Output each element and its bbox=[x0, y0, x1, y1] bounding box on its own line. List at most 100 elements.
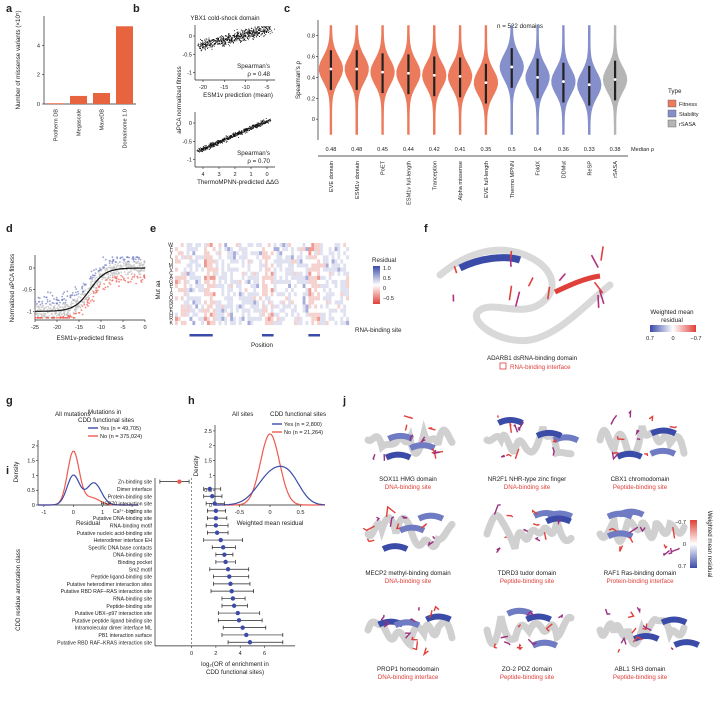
side-chain bbox=[380, 614, 385, 621]
scatter-point bbox=[92, 295, 95, 298]
legend-label: No (n = 21,264) bbox=[284, 430, 323, 436]
heatmap-cell bbox=[177, 271, 181, 276]
side-chain bbox=[453, 265, 458, 274]
scatter-point bbox=[134, 268, 136, 271]
scatter-point bbox=[60, 310, 63, 313]
heatmap-cell bbox=[279, 275, 283, 280]
heatmap-cell bbox=[293, 243, 297, 248]
heatmap-cell bbox=[331, 279, 335, 285]
heatmap-cell bbox=[279, 279, 283, 285]
stat-value: ρ = 0.48 bbox=[247, 71, 270, 78]
scatter-point bbox=[108, 260, 111, 262]
y-tick-label: 0.8 bbox=[307, 34, 315, 40]
heatmap-cell bbox=[206, 275, 210, 280]
heatmap-cell bbox=[212, 288, 216, 293]
heatmap-cell bbox=[186, 320, 190, 326]
heatmap-cell bbox=[267, 267, 271, 272]
side-chain bbox=[532, 523, 540, 526]
heatmap-cell bbox=[314, 312, 318, 317]
side-chain bbox=[668, 547, 673, 555]
scatter-points bbox=[196, 117, 272, 153]
side-chain bbox=[420, 523, 428, 529]
heatmap-cell bbox=[337, 259, 341, 264]
scatter-point bbox=[51, 312, 53, 315]
side-chain bbox=[514, 291, 521, 307]
heatmap-cell bbox=[264, 320, 268, 326]
row-label: P bbox=[170, 283, 174, 289]
heatmap-cell bbox=[328, 300, 332, 305]
heatmap-cell bbox=[340, 284, 344, 289]
heatmap-cell bbox=[299, 304, 303, 309]
heatmap-cell bbox=[218, 275, 222, 280]
legend-title: Mutations in bbox=[88, 409, 122, 416]
heatmap-cell bbox=[337, 296, 341, 301]
heatmap-cell bbox=[256, 247, 260, 252]
x-tick-label: -5 bbox=[265, 85, 270, 91]
heatmap-cell bbox=[238, 259, 242, 264]
heatmap-cell bbox=[270, 288, 274, 293]
heatmap-cell bbox=[317, 320, 321, 326]
row-label: Putative RBD RAF–KRAS interaction site bbox=[57, 640, 152, 646]
scatter-point bbox=[83, 303, 86, 306]
scatter-point bbox=[75, 306, 77, 309]
heatmap-cell bbox=[334, 275, 338, 280]
heatmap-cell bbox=[198, 259, 202, 264]
side-chain bbox=[389, 516, 395, 527]
heatmap-cell bbox=[189, 247, 193, 252]
heatmap-cell bbox=[183, 288, 187, 293]
heatmap-cell bbox=[299, 251, 303, 256]
heatmap-cell bbox=[209, 251, 213, 256]
heatmap-cell bbox=[302, 247, 306, 252]
x-axis-title: log₂(OR of enrichment in bbox=[201, 661, 269, 668]
heatmap-cell bbox=[302, 296, 306, 301]
legend-label: Fitness bbox=[679, 102, 697, 108]
scatter-point bbox=[37, 296, 40, 299]
scatter-point bbox=[45, 296, 48, 299]
heatmap-cell bbox=[247, 247, 251, 252]
heatmap-cell bbox=[273, 304, 277, 309]
side-chain bbox=[496, 547, 501, 554]
scatter-point bbox=[35, 303, 38, 306]
heatmap-cell bbox=[343, 312, 347, 317]
heatmap-cell bbox=[192, 284, 196, 289]
heatmap-cell bbox=[212, 292, 216, 297]
legend-label: Yes (n = 2,800) bbox=[284, 422, 322, 428]
heatmap-cell bbox=[224, 312, 228, 317]
heatmap-cell bbox=[250, 243, 254, 248]
heatmap-cell bbox=[291, 263, 294, 268]
y-tick-label: 0 bbox=[32, 503, 35, 509]
heatmap-cell bbox=[212, 320, 216, 326]
heatmap-cell bbox=[317, 279, 321, 285]
heatmap-cell bbox=[302, 243, 306, 248]
legend-title: Weighted mean bbox=[650, 309, 694, 316]
scatter-point bbox=[111, 262, 114, 264]
heatmap-cell bbox=[189, 288, 193, 293]
heatmap-cell bbox=[221, 296, 225, 301]
heatmap-cell bbox=[186, 267, 190, 272]
heatmap-cell bbox=[230, 251, 234, 256]
median-value: 0.36 bbox=[558, 147, 569, 153]
heatmap-cell bbox=[302, 320, 306, 326]
scatter-point bbox=[104, 286, 107, 289]
heatmap-cell bbox=[325, 259, 329, 264]
heatmap-cell bbox=[206, 312, 210, 317]
heatmap-cell bbox=[308, 255, 312, 260]
heatmap-cell bbox=[267, 308, 271, 313]
heatmap-cell bbox=[299, 271, 303, 276]
scatter-point bbox=[123, 271, 126, 273]
heatmap-cell bbox=[186, 288, 190, 293]
scatter-point bbox=[56, 307, 58, 309]
x-axis-title: ESM1v-predicted fitness bbox=[56, 335, 123, 342]
sigmoid-fit bbox=[35, 267, 146, 312]
heatmap-cell bbox=[267, 320, 271, 326]
scatter-point bbox=[127, 281, 129, 283]
heatmap-cell bbox=[262, 275, 265, 280]
heatmap-cell bbox=[235, 279, 239, 285]
heatmap-cell bbox=[305, 243, 309, 248]
heatmap-cell bbox=[276, 300, 280, 305]
heatmap-cell bbox=[175, 312, 178, 317]
scatter-point bbox=[120, 274, 123, 277]
heatmap-cell bbox=[204, 255, 207, 260]
heatmap-cell bbox=[186, 247, 190, 252]
heatmap-cell bbox=[325, 267, 329, 272]
